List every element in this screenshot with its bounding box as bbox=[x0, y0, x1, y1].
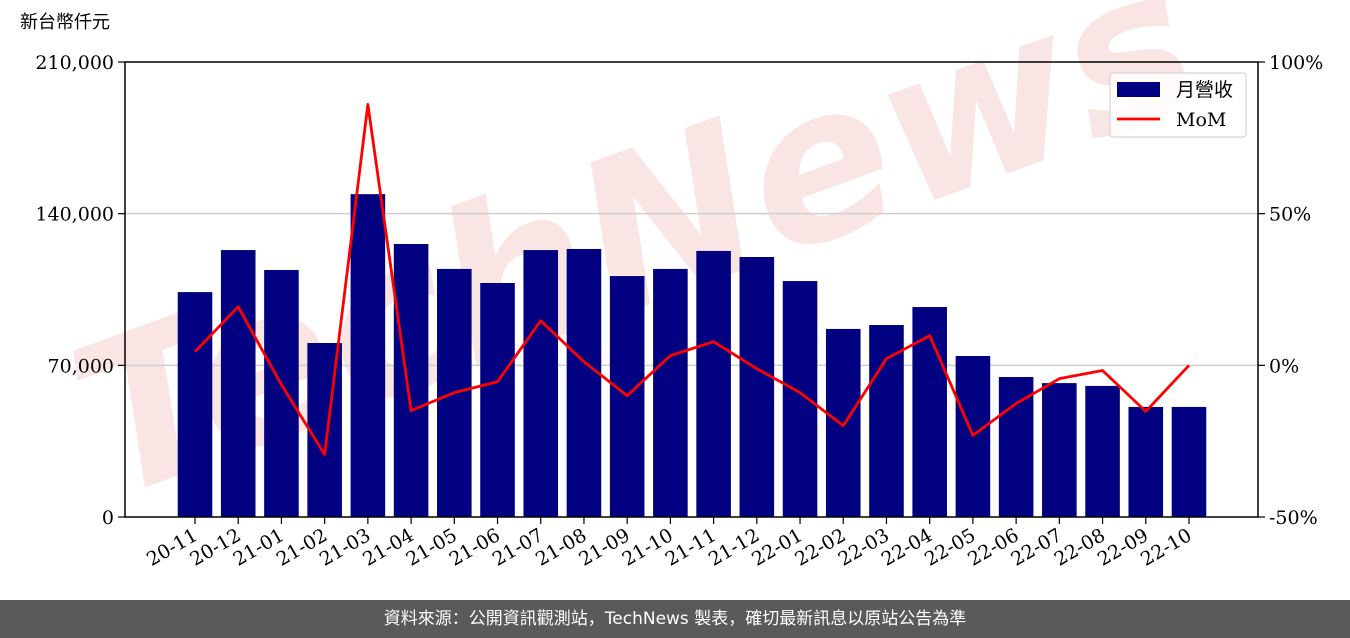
bar bbox=[825, 328, 861, 517]
bar bbox=[782, 281, 818, 517]
y-tick-label: 70,000 bbox=[48, 355, 114, 377]
x-tick-label: 22-10 bbox=[1137, 524, 1195, 570]
bar bbox=[1085, 385, 1120, 517]
legend-label: 月營收 bbox=[1176, 79, 1233, 101]
y2-tick-label: 0% bbox=[1269, 355, 1299, 377]
bar bbox=[1042, 383, 1077, 517]
y2-tick-label: 50% bbox=[1269, 204, 1311, 226]
bar bbox=[264, 270, 299, 517]
bar bbox=[869, 325, 904, 517]
bar bbox=[566, 248, 602, 517]
bar bbox=[350, 194, 386, 517]
plot-frame bbox=[124, 61, 1259, 518]
bar bbox=[1128, 406, 1164, 517]
chart: TechNews 新台幣仟元 070,000140,000210,000-50%… bbox=[20, 0, 1323, 571]
y2-tick-label: -50% bbox=[1269, 507, 1318, 529]
bar bbox=[523, 250, 559, 518]
bar bbox=[739, 257, 775, 517]
y-tick-label: 210,000 bbox=[35, 52, 114, 74]
bar bbox=[393, 244, 429, 517]
y2-tick-label: 100% bbox=[1269, 52, 1323, 74]
bar bbox=[220, 250, 256, 518]
bar bbox=[480, 283, 515, 517]
y-axis-label: 新台幣仟元 bbox=[20, 12, 110, 33]
bar bbox=[998, 377, 1034, 517]
bar bbox=[696, 250, 731, 517]
bar bbox=[307, 343, 342, 517]
legend-label: MoM bbox=[1176, 109, 1226, 131]
legend-swatch bbox=[1117, 82, 1160, 97]
line bbox=[193, 103, 1191, 456]
footer: 資料來源：公開資訊觀測站，TechNews 製表，確切最新訊息以原站公告為準 bbox=[0, 600, 1350, 638]
bar bbox=[177, 292, 213, 517]
bar bbox=[653, 268, 688, 517]
bar bbox=[1171, 406, 1207, 517]
y-tick-label: 140,000 bbox=[35, 204, 114, 226]
y-tick-label: 0 bbox=[102, 507, 114, 529]
